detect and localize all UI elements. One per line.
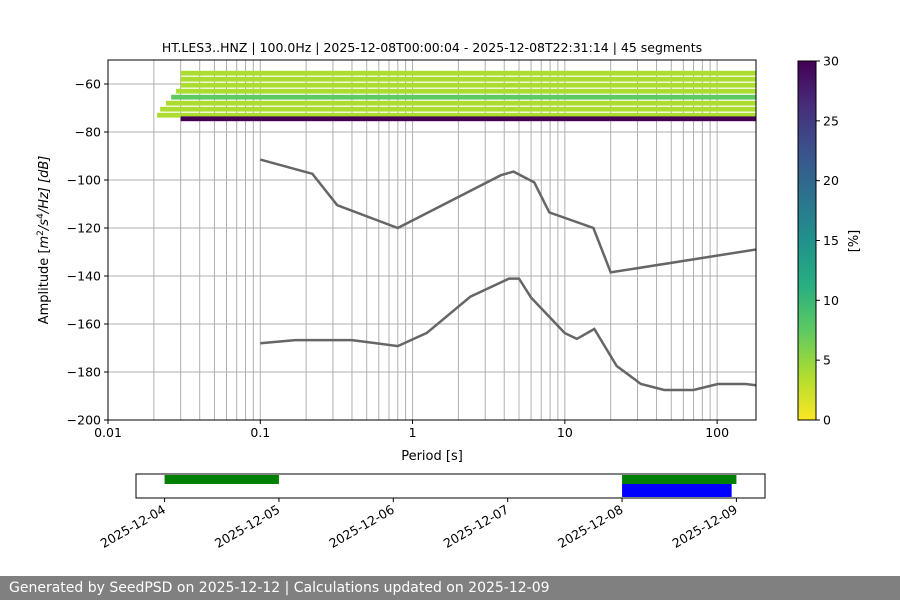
y-axis-label: Amplitude [m2/s4/Hz] [dB]: [36, 156, 52, 325]
noise-model-lines: [259, 158, 756, 392]
low-noise-model-line: [260, 277, 756, 392]
x-tick-label: 10: [557, 425, 573, 440]
y-tick-label: −60: [75, 77, 101, 92]
timeline-segment-bar: [164, 475, 279, 484]
y-axis-ticks: −200 −180 −160 −140 −120 −100 −80 −60: [67, 77, 108, 428]
colorbar-ticks: 0 5 10 15 20 25 30: [816, 54, 839, 428]
timeline-tick-label: 2025-12-05: [212, 502, 282, 551]
x-tick-label: 1: [409, 425, 417, 440]
psd-band: [160, 106, 756, 112]
x-tick-label: 0.1: [250, 425, 270, 440]
footer-text: Generated by SeedPSD on 2025-12-12 | Cal…: [9, 580, 550, 596]
footer-bar: Generated by SeedPSD on 2025-12-12 | Cal…: [0, 576, 900, 600]
psd-band: [180, 76, 756, 82]
high-noise-model-line: [259, 158, 756, 274]
y-tick-label: −200: [67, 413, 101, 428]
psd-heatmap: [157, 70, 756, 122]
timeline-tick-label: 2025-12-09: [669, 502, 739, 551]
y-tick-label: −180: [67, 365, 101, 380]
colorbar: 0 5 10 15 20 25 30 [%]: [797, 54, 862, 428]
timeline-bars: [164, 475, 737, 497]
psd-band: [180, 116, 756, 122]
colorbar-tick-label: 25: [823, 113, 839, 128]
psd-band: [180, 82, 756, 88]
colorbar-tick-label: 0: [823, 413, 831, 428]
plot-frame: [107, 59, 757, 421]
y-tick-label: −140: [67, 269, 101, 284]
colorbar-tick-label: 10: [823, 293, 839, 308]
timeline-segment-bar: [622, 475, 737, 484]
colorbar-tick-label: 30: [823, 54, 839, 69]
psd-band: [165, 100, 756, 106]
timeline-tick-label: 2025-12-08: [555, 502, 625, 551]
segment-timeline: 2025-12-04 2025-12-05 2025-12-06 2025-12-07…: [98, 473, 766, 551]
x-tick-label: 0.01: [94, 425, 122, 440]
colorbar-tick-label: 5: [823, 353, 831, 368]
psd-band: [157, 112, 756, 118]
timeline-segment-bar: [622, 484, 732, 497]
x-tick-label: 100: [705, 425, 729, 440]
y-tick-label: −160: [67, 317, 101, 332]
timeline-tick-label: 2025-12-07: [441, 502, 511, 551]
colorbar-tick-label: 20: [823, 173, 839, 188]
chart-title: HT.LES3..HNZ | 100.0Hz | 2025-12-08T00:0…: [162, 40, 702, 55]
timeline-tick-label: 2025-12-04: [98, 502, 168, 551]
psd-plot: HT.LES3..HNZ | 100.0Hz | 2025-12-08T00:0…: [36, 40, 757, 464]
y-tick-label: −120: [67, 221, 101, 236]
timeline-ticks: 2025-12-04 2025-12-05 2025-12-06 2025-12-07…: [98, 498, 740, 551]
timeline-frame: [135, 473, 766, 499]
x-axis-ticks: 0.01 0.1 1 10 100: [94, 420, 729, 440]
psd-band: [176, 88, 756, 94]
colorbar-label: [%]: [847, 230, 862, 253]
y-tick-label: −80: [75, 125, 101, 140]
psd-band: [180, 70, 756, 76]
psd-band: [171, 94, 756, 100]
colorbar-scale: [797, 60, 817, 421]
x-axis-label: Period [s]: [401, 449, 463, 464]
y-tick-label: −100: [67, 173, 101, 188]
colorbar-tick-label: 15: [823, 233, 839, 248]
timeline-tick-label: 2025-12-06: [326, 502, 396, 551]
